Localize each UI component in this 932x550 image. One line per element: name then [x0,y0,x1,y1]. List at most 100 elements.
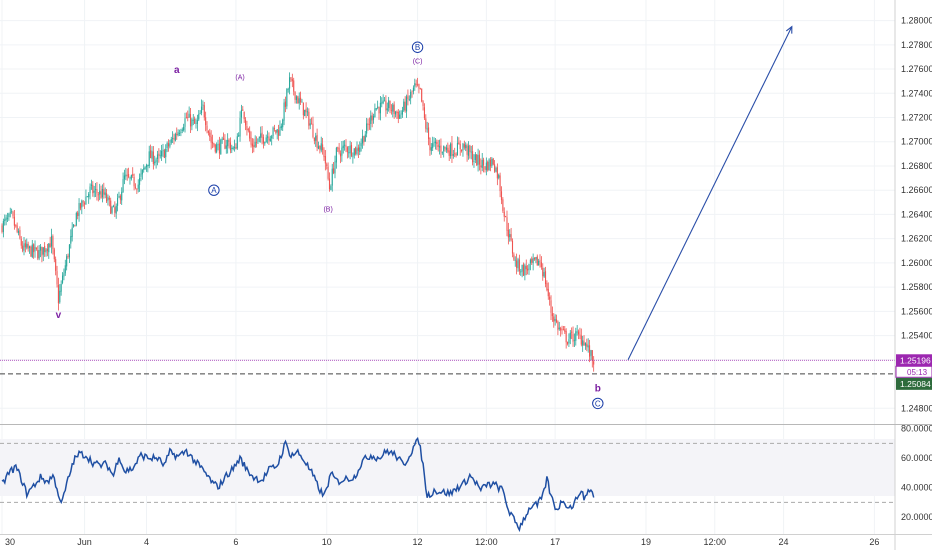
candle-body [114,207,116,213]
candle-body [430,147,432,151]
candle-body [262,137,264,144]
candle-body [494,164,496,172]
candle-body [28,246,31,248]
candle-body [474,154,476,161]
candle-body [313,137,315,142]
candle-body [477,155,479,165]
wave-label-circle-icon [411,41,424,53]
candle-body [108,197,110,200]
candle-body [417,84,419,86]
candle-body [510,234,512,241]
candle-body [17,231,20,233]
candle-body [500,191,503,201]
candle-body [195,122,197,124]
candle-body [525,266,527,270]
candle-body [178,133,181,134]
candle-body [458,142,460,145]
candle-body [359,147,361,152]
candle-body [422,101,424,107]
candle-body [335,147,337,163]
candle-body [396,111,398,113]
time-tick-label: 4 [144,537,149,547]
candle-body [129,177,131,179]
candle-body [272,127,274,137]
candle-body [207,130,209,133]
candle-body [459,143,461,150]
candle-body [268,136,270,141]
price-tick-label: 1.25400 [901,331,932,341]
candle-body [315,135,317,141]
candle-body [557,321,559,330]
candle-body [568,339,570,344]
wave-label: (A) [235,74,244,81]
candle-body [218,143,220,154]
time-tick-label: 12:00 [704,537,727,547]
candle-body [122,179,124,193]
candle-body [341,147,343,156]
candle-body [432,143,434,149]
rsi-band [0,439,895,496]
candle-body [476,154,478,166]
time-tick-label: 30 [5,537,15,547]
candle-body [209,132,211,137]
candle-body [466,145,468,155]
candle-body [403,101,405,111]
candle-body [35,247,37,249]
candle-body [360,143,362,147]
projection-arrow-line[interactable] [627,26,793,361]
candle-body [110,200,112,214]
wave-label: b [595,384,601,395]
candle-body [579,334,581,336]
candle-body [267,136,269,138]
candle-body [88,193,90,198]
price-tick-label: 1.28000 [901,16,932,26]
candle-body [461,149,463,152]
candle-body [53,249,55,260]
candle-body [161,151,163,157]
candle-body [148,151,150,166]
candle-body [414,83,416,87]
candle-body [222,138,225,140]
candle-body [294,91,296,100]
candle-body [279,127,281,136]
candle-body [103,189,105,195]
candle-body [344,144,346,146]
candle-body [295,96,298,101]
candle-body [291,79,293,82]
candle-body [60,283,62,292]
candle-body [447,147,449,152]
wave-label: (B) [323,206,332,213]
candle-body [42,247,44,255]
candle-body [386,108,388,111]
candle-body [517,258,519,269]
current-price-label: 1.25196 [900,355,931,365]
candle-body [462,143,464,151]
candle-body [385,100,387,111]
candle-body [273,128,275,130]
candle-body [59,290,61,303]
candle-body [64,265,66,274]
candle-body [522,264,525,276]
candle-body [527,268,529,271]
candle-body [104,192,106,196]
candle-body [542,267,544,277]
candle-body [511,240,514,254]
time-tick-label: 12 [413,537,423,547]
candle-body [187,117,189,118]
candle-body [495,167,497,172]
wave-label: B [415,43,420,52]
wave-label: A [211,186,217,195]
candle-body [415,83,417,85]
candle-body [167,143,170,147]
candle-body [388,100,390,109]
candle-body [232,147,234,149]
candle-body [491,158,493,166]
candle-body [326,164,328,166]
candle-body [52,236,54,250]
candle-body [576,331,578,333]
candle-body [554,318,556,321]
candle-body [245,119,247,126]
candle-body [284,101,287,107]
candle-body [38,249,40,259]
